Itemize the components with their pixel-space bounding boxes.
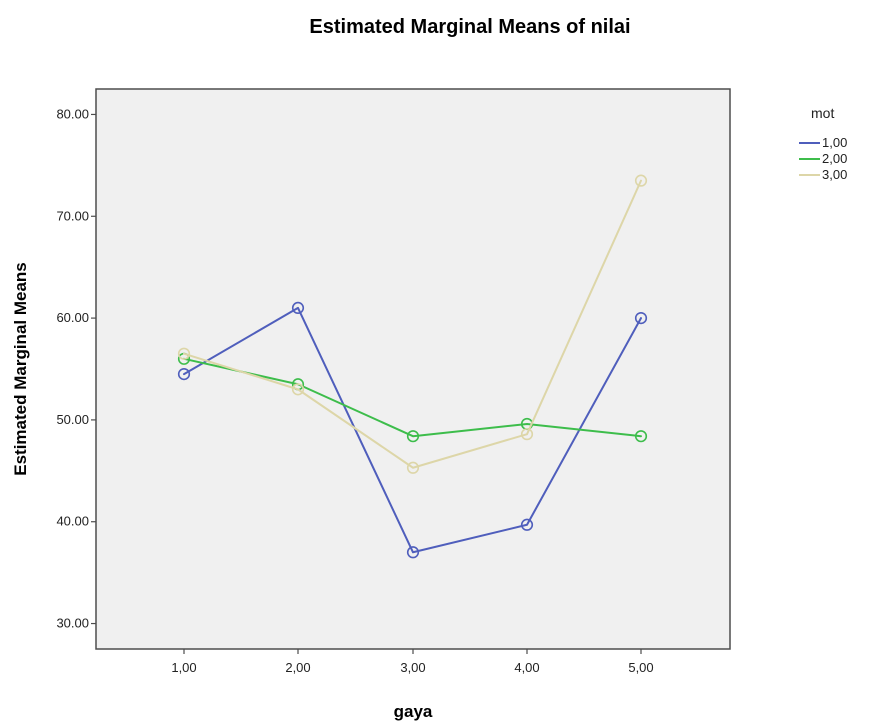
data-point [634, 311, 648, 325]
x-tick-label: 1,00 [171, 660, 196, 675]
x-tick-label: 2,00 [285, 660, 310, 675]
x-axis: 1,00 2,00 3,00 4,00 5,00 [171, 649, 654, 675]
legend-items: 1,002,003,00 [799, 135, 847, 182]
y-tick-label: 80.00 [56, 106, 89, 121]
data-point [406, 430, 420, 443]
y-tick-label: 60.00 [56, 310, 89, 325]
y-tick-label: 30.00 [56, 616, 89, 631]
data-point [291, 383, 305, 396]
series-2 [177, 352, 648, 443]
data-point [291, 301, 305, 315]
legend-label: 2,00 [822, 151, 847, 166]
series-line [183, 306, 642, 554]
x-tick-label: 5,00 [628, 660, 653, 675]
y-axis-title: Estimated Marginal Means [11, 262, 30, 476]
y-tick-label: 40.00 [56, 514, 89, 529]
data-point [177, 367, 191, 381]
data-point [634, 174, 648, 187]
x-tick-label: 4,00 [514, 660, 539, 675]
data-point [406, 461, 420, 474]
legend-label: 1,00 [822, 135, 847, 150]
chart-title: Estimated Marginal Means of nilai [309, 16, 630, 38]
legend-item: 2,00 [799, 151, 847, 166]
legend-title: mot [811, 105, 834, 121]
data-point [406, 546, 420, 559]
series-layer [177, 174, 648, 559]
legend-label: 3,00 [822, 167, 847, 182]
legend: mot 1,002,003,00 [799, 105, 847, 182]
x-tick-label: 3,00 [400, 660, 425, 675]
y-axis: 30.00 40.00 50.00 60.00 70.00 80.00 [56, 106, 96, 631]
y-tick-label: 70.00 [56, 208, 89, 223]
legend-item: 3,00 [799, 167, 847, 182]
data-point [520, 518, 534, 531]
x-axis-title: gaya [394, 702, 433, 721]
plot-area [95, 88, 731, 650]
data-point [520, 428, 534, 441]
series-line [183, 179, 642, 469]
y-tick-label: 50.00 [56, 412, 89, 427]
series-3 [177, 174, 648, 474]
series-line [183, 357, 642, 438]
series-1 [177, 301, 648, 559]
data-point [177, 347, 191, 360]
data-point [634, 430, 648, 443]
legend-item: 1,00 [799, 135, 847, 150]
